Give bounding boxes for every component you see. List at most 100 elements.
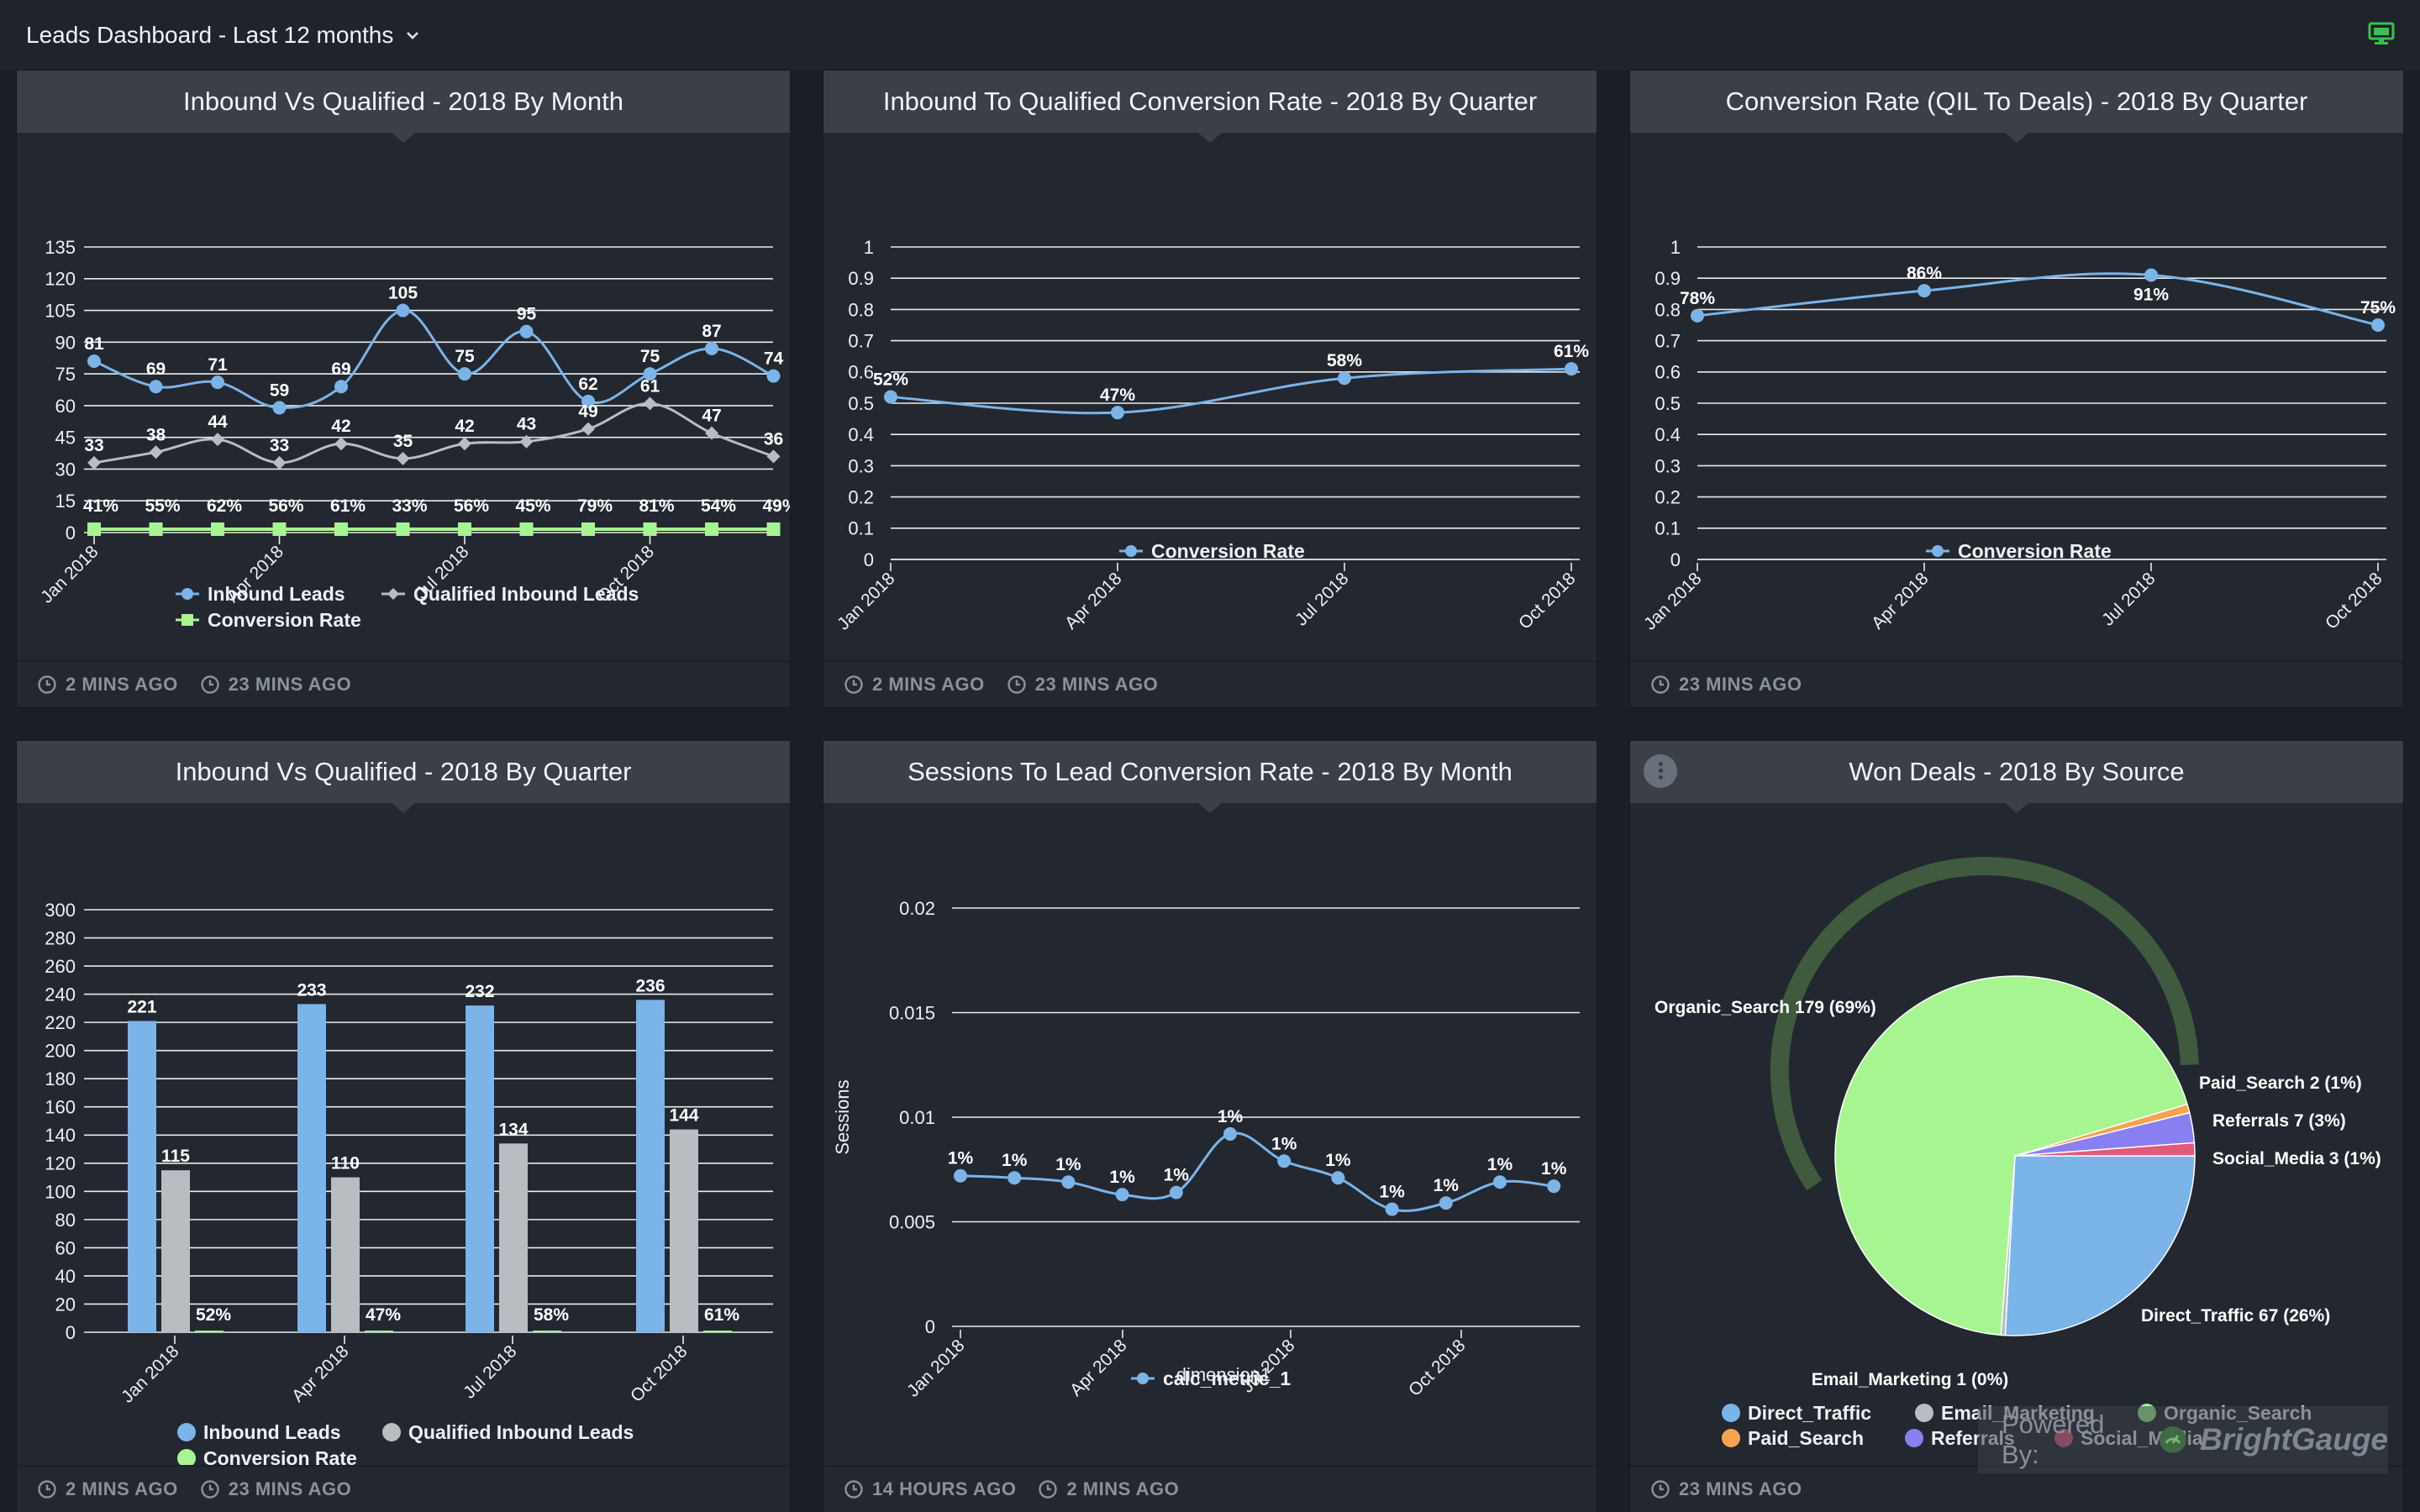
- panel-body: 0 0.1 0.2 0.3 0.4 0.5 0.6 0.7 0.8 0.9 1 Jan 2018 Apr…: [1630, 133, 2403, 664]
- panel-body: Direct_Traffic 67 (26%) Email_Marketing 1…: [1630, 803, 2403, 1469]
- data-label: 1%: [1541, 1159, 1567, 1179]
- y-tick-label: 160: [45, 1097, 76, 1118]
- legend-marker: [1722, 1404, 1740, 1422]
- y-tick-label: 0.8: [1655, 299, 1681, 320]
- monitor-icon[interactable]: [2368, 22, 2395, 45]
- data-point: [1547, 1179, 1561, 1194]
- legend-label: Qualified Inbound Leads: [413, 583, 639, 605]
- panel-sessions-to-lead-month[interactable]: Sessions To Lead Conversion Rate - 2018 …: [823, 741, 1597, 1512]
- timestamp-text: 23 MINS AGO: [228, 674, 352, 695]
- data-point-qualified: [643, 396, 657, 411]
- bar-chart-quarter: 0 20 40 60 80 100 120 140 160 180 200 220 240 260 280 3…: [45, 900, 773, 1469]
- data-label-qualified: 38: [146, 425, 166, 444]
- legend-marker: [382, 1423, 401, 1441]
- clock-icon: [1039, 1480, 1058, 1499]
- powered-by-watermark[interactable]: Powered By: BrightGauge: [1978, 1406, 2388, 1473]
- clock-icon: [844, 675, 863, 694]
- data-point-conversion: [643, 522, 657, 536]
- y-tick-label: 120: [45, 1153, 76, 1174]
- legend-marker: [1137, 1373, 1149, 1384]
- clock-icon: [1007, 675, 1026, 694]
- data-label-conversion: 55%: [145, 496, 180, 516]
- data-label: 1%: [1218, 1107, 1244, 1126]
- y-tick-label: 120: [45, 269, 76, 290]
- dashboard-title[interactable]: Leads Dashboard - Last 12 months: [26, 22, 394, 48]
- data-point: [1918, 284, 1931, 298]
- panel-qil-to-deals-quarter[interactable]: Conversion Rate (QIL To Deals) - 2018 By…: [1630, 71, 2403, 707]
- panel-header: Inbound To Qualified Conversion Rate - 2…: [823, 71, 1597, 143]
- x-tick-label: Jan 2018: [37, 542, 102, 606]
- y-tick-label: 0.01: [899, 1107, 935, 1128]
- y-tick-label: 20: [55, 1294, 76, 1315]
- pie-label: Email_Marketing 1 (0%): [1812, 1370, 2009, 1389]
- x-tick-label: Apr 2018: [1061, 569, 1126, 633]
- y-tick-label: 75: [55, 364, 76, 385]
- data-point-inbound: [581, 394, 595, 408]
- series-line-calc-metric: [960, 1131, 1555, 1212]
- y-tick-label: 90: [55, 332, 76, 353]
- pie-highlight-ring: [1770, 857, 2199, 1191]
- panel-inbound-vs-qualified-quarter[interactable]: Inbound Vs Qualified - 2018 By Quarter 0…: [17, 741, 790, 1512]
- data-point-inbound: [519, 324, 534, 339]
- x-tick-label: Jan 2018: [834, 569, 898, 633]
- bar-conversion-rate: [365, 1331, 393, 1332]
- data-label-conversion: 33%: [392, 496, 427, 516]
- y-tick-label: 0.4: [848, 424, 874, 445]
- data-label: 61%: [1554, 342, 1589, 361]
- y-tick-label: 280: [45, 927, 76, 948]
- y-tick-label: 140: [45, 1125, 76, 1146]
- panel-won-deals-source[interactable]: Won Deals - 2018 By Source Direct_Traffi…: [1630, 741, 2403, 1512]
- chevron-down-icon[interactable]: [403, 26, 422, 45]
- y-axis-title: Sessions: [832, 1079, 853, 1154]
- data-label-qualified: 47: [702, 407, 721, 426]
- data-point: [1223, 1126, 1237, 1141]
- legend-label: Conversion Rate: [203, 1447, 357, 1465]
- bar-inbound-leads: [466, 1005, 494, 1332]
- header-notch: [1198, 803, 1222, 813]
- data-point-conversion: [581, 522, 595, 536]
- more-options-icon[interactable]: [1644, 754, 1677, 788]
- bar-label-conversion: 52%: [196, 1305, 231, 1325]
- y-tick-label: 180: [45, 1068, 76, 1089]
- data-point-qualified: [458, 437, 471, 451]
- data-point-conversion: [149, 522, 163, 536]
- updated-timestamp: 23 MINS AGO: [1007, 674, 1159, 696]
- y-tick-label: 60: [55, 396, 76, 417]
- watermark-brand: BrightGauge: [2199, 1422, 2388, 1457]
- updated-timestamp: 23 MINS AGO: [200, 1478, 352, 1500]
- panel-conversion-rate-quarter[interactable]: Inbound To Qualified Conversion Rate - 2…: [823, 71, 1597, 707]
- pie-label: Direct_Traffic 67 (26%): [2141, 1306, 2330, 1326]
- data-point-conversion: [87, 522, 101, 536]
- data-point: [1338, 371, 1351, 386]
- header-notch: [2005, 133, 2028, 143]
- timestamp-text: 2 MINS AGO: [66, 674, 178, 695]
- data-label-qualified: 42: [455, 417, 474, 436]
- bar-conversion-rate: [195, 1331, 224, 1332]
- data-label-qualified: 43: [517, 415, 536, 434]
- data-point-qualified: [519, 434, 534, 449]
- y-tick-label: 0.3: [1655, 455, 1681, 476]
- panel-body: 0 0.1 0.2 0.3 0.4 0.5 0.6 0.7 0.8 0.9 1 Jan 2018 Apr…: [823, 133, 1597, 664]
- x-tick-label: Apr 2018: [1868, 569, 1933, 633]
- bar-label-conversion: 47%: [366, 1305, 401, 1325]
- data-label-inbound: 75: [455, 347, 475, 366]
- data-point-inbound: [272, 401, 287, 415]
- legend-marker: [387, 588, 399, 600]
- x-tick-label: Oct 2018: [1515, 569, 1580, 633]
- bar-label-inbound: 233: [297, 980, 326, 1000]
- data-label-qualified: 42: [331, 417, 350, 436]
- y-tick-label: 135: [45, 237, 76, 258]
- y-tick-label: 0.2: [848, 487, 874, 508]
- panel-title: Won Deals - 2018 By Source: [1849, 757, 2185, 786]
- data-point: [1115, 1188, 1129, 1202]
- data-label-inbound: 105: [388, 284, 418, 303]
- legend-marker: [182, 614, 193, 626]
- data-point: [1111, 406, 1124, 420]
- panel-inbound-vs-qualified-month[interactable]: Inbound Vs Qualified - 2018 By Month 0 15…: [17, 71, 798, 707]
- clock-icon: [38, 675, 56, 694]
- data-label: 1%: [1487, 1155, 1513, 1174]
- data-label-qualified: 36: [764, 429, 783, 449]
- y-tick-label: 100: [45, 1181, 76, 1202]
- y-tick-label: 60: [55, 1237, 76, 1258]
